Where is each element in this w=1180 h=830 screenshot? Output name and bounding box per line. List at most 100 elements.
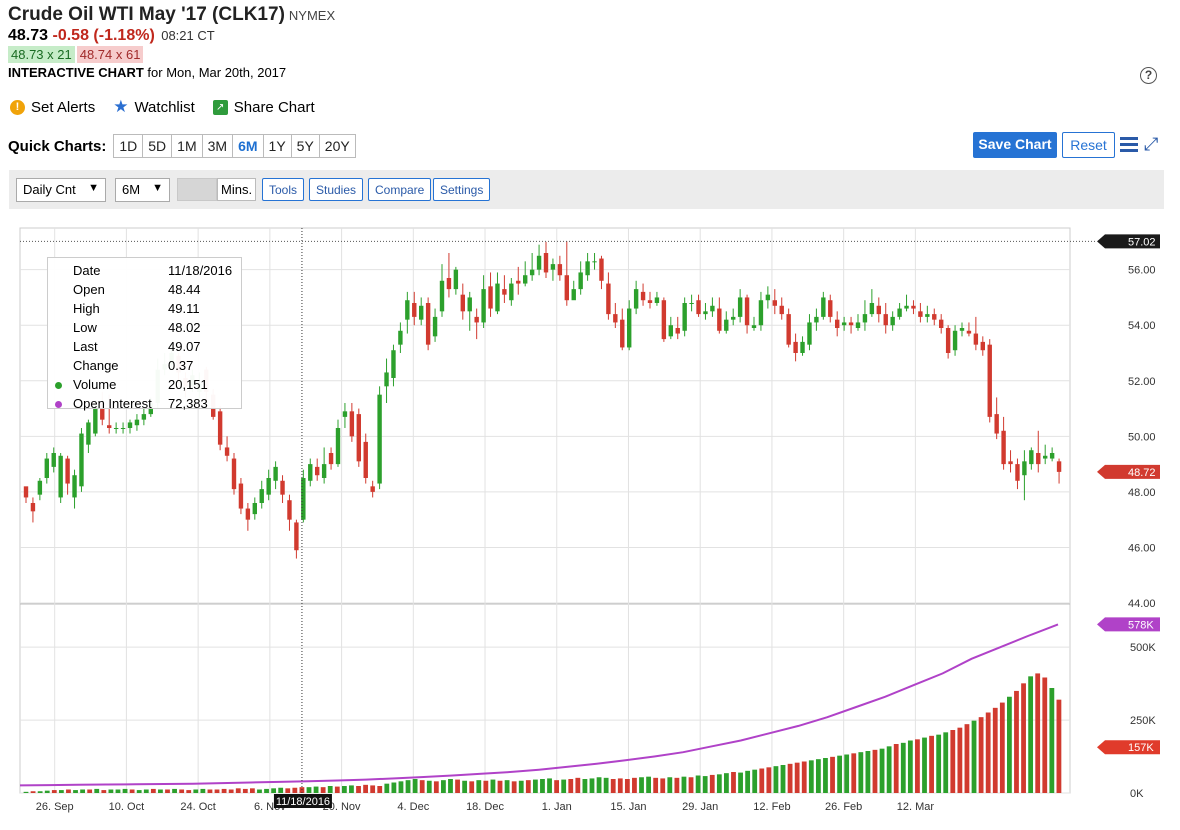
candle-body <box>800 341 805 353</box>
save-chart-button[interactable]: Save Chart <box>973 132 1057 158</box>
watchlist-button[interactable]: ★ Watchlist <box>113 97 195 117</box>
quick-chart-5d[interactable]: 5D <box>142 134 173 158</box>
chart-toolbar: Daily Cnt ▼ 6M ▼ Mins. Tools Studies Compa… <box>9 170 1164 209</box>
tooltip-value: 49.07 <box>168 339 201 354</box>
x-tick-label: 24. Oct <box>180 801 215 813</box>
volume-bar <box>476 780 482 793</box>
set-alerts-button[interactable]: ! Set Alerts <box>10 97 95 117</box>
candle-body <box>945 328 951 353</box>
volume-bar <box>441 780 446 793</box>
candle-body <box>966 330 972 334</box>
price-tick-label: 46.00 <box>1128 542 1156 554</box>
minutes-input[interactable] <box>177 178 217 201</box>
volume-tick-label: 0K <box>1130 788 1144 800</box>
candle-body <box>786 314 791 345</box>
range-select[interactable]: 6M ▼ <box>115 178 170 202</box>
tooltip-row: Low 48.02 <box>48 318 241 337</box>
tooltip-row: Change 0.37 <box>48 356 241 375</box>
candle-body <box>536 255 542 270</box>
volume-bar <box>709 774 715 793</box>
volume-bar <box>893 744 899 793</box>
candle-body <box>1049 453 1055 459</box>
quick-charts-label: Quick Charts: <box>8 137 107 155</box>
candle-body <box>453 269 459 290</box>
candle-body <box>51 453 56 467</box>
volume-bar <box>73 790 78 793</box>
candle-body <box>273 466 278 481</box>
expand-icon[interactable]: ⤢ <box>1144 134 1159 154</box>
volume-bar <box>688 777 694 793</box>
quote-time: 08:21 CT <box>161 28 215 43</box>
volume-bar <box>433 781 439 793</box>
x-tick-label: 15. Jan <box>610 801 646 813</box>
volume-bar <box>285 788 291 793</box>
volume-bar <box>992 707 998 793</box>
share-chart-button[interactable]: ↗ Share Chart <box>212 97 315 117</box>
volume-bar <box>249 788 255 793</box>
minutes-label: Mins. <box>217 178 257 201</box>
quick-chart-6m[interactable]: 6M <box>232 134 264 158</box>
settings-button[interactable]: Settings <box>433 178 491 201</box>
quick-chart-1m[interactable]: 1M <box>171 134 203 158</box>
candle-body <box>661 300 667 340</box>
last-price-tag: 48.72 <box>1128 467 1156 479</box>
volume-bar <box>370 785 376 793</box>
volume-bar <box>745 770 751 793</box>
candle-body <box>224 447 230 456</box>
volume-bar <box>674 777 680 793</box>
volume-bar <box>129 789 135 793</box>
volume-bar <box>773 766 779 793</box>
period-select[interactable]: Daily Cnt ▼ <box>16 178 106 202</box>
candle-body <box>585 261 590 276</box>
help-icon[interactable]: ? <box>1140 67 1157 84</box>
candle-body <box>557 264 563 276</box>
volume-bar <box>101 790 107 793</box>
volume-bar <box>738 772 743 793</box>
volume-bar <box>292 787 298 793</box>
candle-body <box>828 300 833 317</box>
x-tick-label: 20. Nov <box>323 801 361 813</box>
candle-body <box>398 330 403 345</box>
quick-chart-3m[interactable]: 3M <box>201 134 234 158</box>
volume-bar <box>518 780 524 793</box>
volume-bar <box>143 789 149 793</box>
candle-body <box>550 264 556 270</box>
candle-body <box>689 303 694 304</box>
candle-body <box>113 428 119 429</box>
menu-icon[interactable] <box>1120 137 1138 153</box>
volume-bar <box>900 742 906 793</box>
volume-bar <box>334 786 340 793</box>
quick-chart-1y[interactable]: 1Y <box>262 134 292 158</box>
volume-bar <box>724 773 729 793</box>
candle-body <box>516 280 521 284</box>
volume-tag-bg <box>1097 740 1160 755</box>
volume-bar <box>1035 673 1041 793</box>
tooltip-value: 72,383 <box>168 396 208 411</box>
volume-bar <box>363 784 368 793</box>
candle-body <box>502 289 507 295</box>
volume-bar <box>115 789 121 793</box>
interactive-chart-date: for Mon, Mar 20th, 2017 <box>147 65 287 80</box>
tools-button[interactable]: Tools <box>262 178 305 201</box>
candle-body <box>835 319 840 328</box>
candle-body <box>696 300 701 315</box>
candle-body <box>918 311 923 317</box>
volume-bar <box>922 737 927 793</box>
volume-bar <box>448 779 453 793</box>
candle-body <box>633 289 639 309</box>
quick-chart-20y[interactable]: 20Y <box>318 134 356 158</box>
candle-body <box>883 314 888 326</box>
compare-button[interactable]: Compare <box>368 178 432 201</box>
quick-chart-1d[interactable]: 1D <box>113 134 144 158</box>
candle-body <box>100 403 105 420</box>
candle-body <box>627 308 632 348</box>
studies-button[interactable]: Studies <box>309 178 364 201</box>
reset-button[interactable]: Reset <box>1062 132 1115 158</box>
candle-body <box>772 300 777 306</box>
volume-bar <box>985 712 991 793</box>
volume-bar <box>299 787 305 793</box>
star-icon: ★ <box>113 97 129 116</box>
price-chart[interactable]: 56.00 54.00 52.00 50.00 48.00 46.00 44.00 500K 2… <box>0 218 1180 825</box>
quick-chart-5y[interactable]: 5Y <box>290 134 320 158</box>
candle-body <box>578 272 583 290</box>
